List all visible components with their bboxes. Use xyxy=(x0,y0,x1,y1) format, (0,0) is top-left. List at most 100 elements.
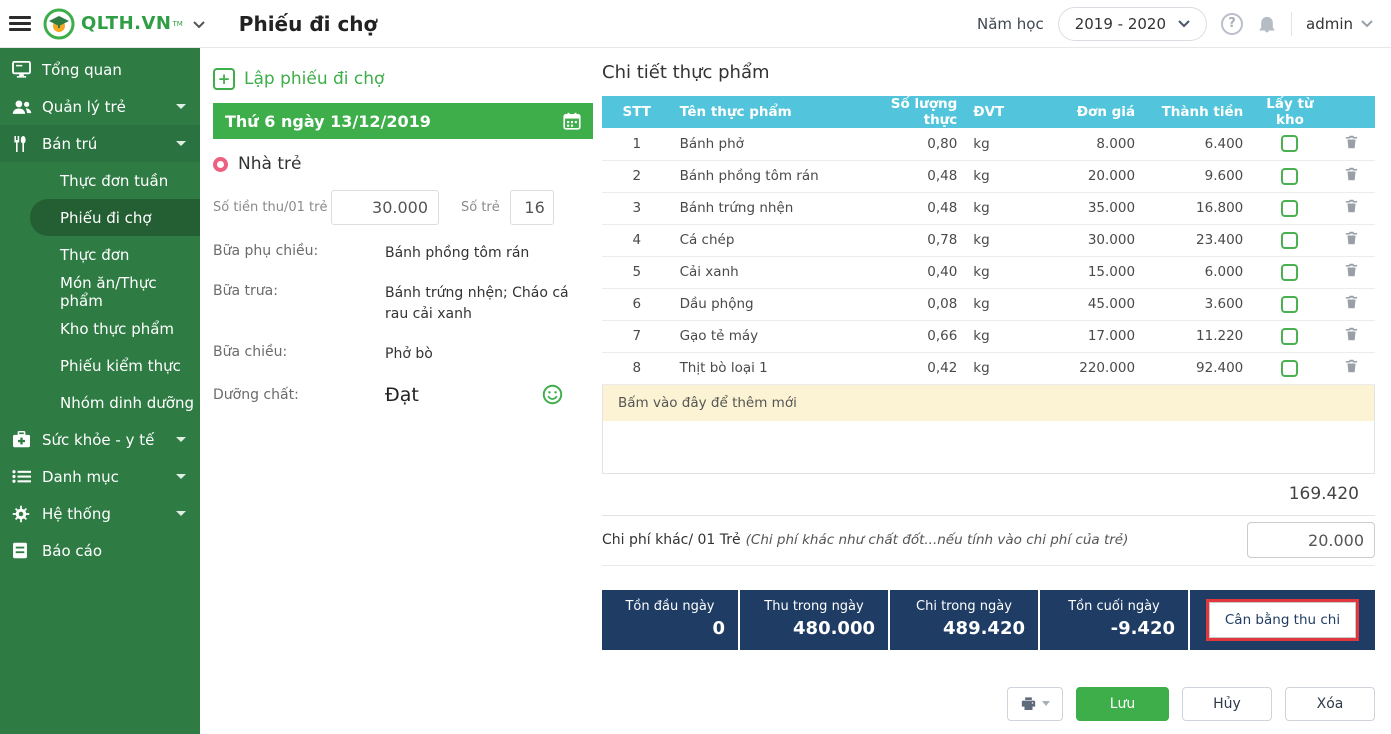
brand-chevron-down-icon[interactable] xyxy=(193,14,205,33)
delete-row-button[interactable] xyxy=(1344,166,1359,182)
row-from-stock-cell xyxy=(1251,224,1329,257)
row-delete-cell xyxy=(1328,224,1375,257)
meal-label: Bữa phụ chiều: xyxy=(213,243,319,259)
from-stock-checkbox[interactable] xyxy=(1281,295,1299,313)
sidebar-item-he-thong[interactable]: Hệ thống xyxy=(0,495,200,532)
row-unit-price: 20.000 xyxy=(1027,160,1144,193)
users-icon xyxy=(12,99,42,115)
row-quantity: 0,80 xyxy=(872,128,966,161)
sidebar-item-quan-ly-tre[interactable]: Quản lý trẻ xyxy=(0,88,200,125)
delete-row-button[interactable] xyxy=(1344,134,1359,150)
user-menu[interactable]: admin xyxy=(1306,15,1373,33)
delete-row-button[interactable] xyxy=(1344,262,1359,278)
other-cost-input[interactable] xyxy=(1247,522,1375,558)
row-amount: 16.800 xyxy=(1143,192,1252,225)
from-stock-checkbox[interactable] xyxy=(1281,359,1299,377)
save-button[interactable]: Lưu xyxy=(1076,686,1169,721)
from-stock-checkbox[interactable] xyxy=(1281,231,1299,249)
col-header-unit: ĐVT xyxy=(965,96,1028,128)
calendar-icon xyxy=(563,112,581,130)
row-unit-price: 30.000 xyxy=(1027,224,1144,257)
row-unit: kg xyxy=(965,160,1028,193)
from-stock-checkbox[interactable] xyxy=(1281,135,1299,153)
hamburger-menu-icon[interactable] xyxy=(9,13,31,34)
meal-label: Bữa trưa: xyxy=(213,282,278,299)
highlight-red-box: Cân bằng thu chi xyxy=(1205,598,1360,641)
row-quantity: 0,66 xyxy=(872,320,966,353)
summary-value: 489.420 xyxy=(943,617,1025,639)
row-quantity: 0,40 xyxy=(872,256,966,289)
create-slip-button[interactable]: + Lập phiếu đi chợ xyxy=(213,68,593,90)
cancel-button[interactable]: Hủy xyxy=(1182,686,1272,721)
row-amount: 6.000 xyxy=(1143,256,1252,289)
top-header: QLTH.VN TM Phiếu đi chợ Năm học 2019 - 2… xyxy=(0,0,1391,48)
brand-trademark: TM xyxy=(172,19,183,28)
food-detail-title: Chi tiết thực phẩm xyxy=(602,62,770,83)
row-food-name: Bánh trứng nhện xyxy=(671,192,873,225)
from-stock-checkbox[interactable] xyxy=(1281,199,1299,217)
row-stt: 7 xyxy=(602,320,672,353)
school-year-select[interactable]: 2019 - 2020 xyxy=(1057,6,1207,41)
table-empty-space xyxy=(603,420,1374,473)
children-count-input[interactable] xyxy=(509,190,554,225)
from-stock-checkbox[interactable] xyxy=(1281,263,1299,281)
trash-icon xyxy=(1344,294,1359,310)
row-unit: kg xyxy=(965,192,1028,225)
from-stock-checkbox[interactable] xyxy=(1281,167,1299,185)
from-stock-checkbox[interactable] xyxy=(1281,327,1299,345)
print-dropdown-button[interactable] xyxy=(1007,686,1063,721)
trash-icon xyxy=(1344,326,1359,342)
table-row: 1 Bánh phở 0,80 kg 8.000 6.400 xyxy=(602,128,1375,161)
sidebar-item-bao-cao[interactable]: Báo cáo xyxy=(0,532,200,569)
smiley-icon xyxy=(542,384,563,405)
delete-row-button[interactable] xyxy=(1344,294,1359,310)
summary-label: Chi trong ngày xyxy=(916,598,1012,614)
row-food-name: Cá chép xyxy=(671,224,873,257)
utensils-icon xyxy=(12,135,42,153)
row-food-name: Dầu phộng xyxy=(671,288,873,321)
row-unit-price: 220.000 xyxy=(1027,352,1144,385)
date-picker-bar[interactable]: Thứ 6 ngày 13/12/2019 xyxy=(213,103,593,139)
sidebar-subitem[interactable]: Phiếu đi chợ xyxy=(30,199,200,236)
delete-row-button[interactable] xyxy=(1344,358,1359,374)
header-divider xyxy=(1291,11,1292,36)
col-header-price: Đơn giá xyxy=(1027,96,1144,128)
sidebar-subitem[interactable]: Món ăn/Thực phẩm xyxy=(60,273,157,310)
sidebar-item-danh-muc[interactable]: Danh mục xyxy=(0,458,200,495)
row-unit-price: 8.000 xyxy=(1027,128,1144,161)
summary-cell-closing-balance: Tồn cuối ngày -9.420 xyxy=(1040,589,1188,650)
sidebar-subitem[interactable]: Phiếu kiểm thực xyxy=(60,356,181,375)
row-unit-price: 35.000 xyxy=(1027,192,1144,225)
sidebar-subitem[interactable]: Thực đơn xyxy=(60,245,130,264)
fee-per-child-input[interactable] xyxy=(331,190,439,225)
sidebar-item-tong-quan[interactable]: Tổng quan xyxy=(0,51,200,88)
meal-value: Phở bò xyxy=(385,346,433,363)
col-header-delete xyxy=(1328,96,1375,128)
brand-logo[interactable]: QLTH.VN TM xyxy=(43,8,205,40)
sidebar-subitem[interactable]: Nhóm dinh dưỡng xyxy=(60,393,194,412)
row-delete-cell xyxy=(1328,160,1375,193)
row-stt: 8 xyxy=(602,352,672,385)
delete-row-button[interactable] xyxy=(1344,230,1359,246)
add-new-row-button[interactable]: Bấm vào đây để thêm mới xyxy=(603,384,1374,421)
delete-button[interactable]: Xóa xyxy=(1285,686,1375,721)
row-quantity: 0,48 xyxy=(872,160,966,193)
medkit-icon xyxy=(12,431,42,448)
delete-row-button[interactable] xyxy=(1344,198,1359,214)
school-year-label: Năm học xyxy=(976,14,1044,33)
table-row: 5 Cải xanh 0,40 kg 15.000 6.000 xyxy=(602,256,1375,289)
sidebar-subitem[interactable]: Thực đơn tuần xyxy=(60,171,169,190)
notifications-bell-icon[interactable] xyxy=(1257,13,1277,35)
delete-row-button[interactable] xyxy=(1344,326,1359,342)
row-amount: 9.600 xyxy=(1143,160,1252,193)
sidebar-item-suc-khoe-y-te[interactable]: Sức khỏe - y tế xyxy=(0,421,200,458)
summary-cell-opening-balance: Tồn đầu ngày 0 xyxy=(602,589,738,650)
row-food-name: Thịt bò loại 1 xyxy=(671,352,873,385)
help-icon[interactable]: ? xyxy=(1221,12,1243,35)
table-row: 7 Gạo tẻ máy 0,66 kg 17.000 11.220 xyxy=(602,320,1375,353)
sidebar-subitem[interactable]: Kho thực phẩm xyxy=(60,319,175,338)
group-bullet-icon xyxy=(213,156,228,172)
balance-income-expense-button[interactable]: Cân bằng thu chi xyxy=(1208,601,1357,638)
sidebar-item-ban-tru[interactable]: Bán trú xyxy=(0,125,200,162)
trash-icon xyxy=(1344,358,1359,374)
